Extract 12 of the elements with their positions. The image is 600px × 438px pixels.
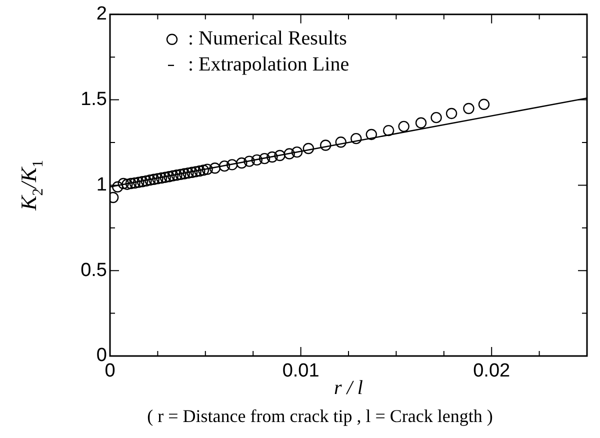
- y-tick-label: 0.5: [80, 260, 107, 281]
- y-tick-label: 1.5: [80, 89, 107, 110]
- legend-label: : Extrapolation Line: [188, 54, 350, 76]
- y-tick-label: 2: [96, 4, 107, 25]
- legend-label: : Numerical Results: [188, 28, 348, 50]
- text: ( r = Distance from crack tip , l = Crack length ): [147, 406, 493, 426]
- y-axis-title: K2/K1: [16, 160, 47, 212]
- x-tick-label: 0.02: [473, 360, 510, 382]
- x-axis-title: r / l: [334, 377, 364, 399]
- y-tick-label: 0: [96, 345, 107, 366]
- y-tick-label: 1: [96, 174, 107, 196]
- x-tick-label: 0.01: [282, 360, 320, 382]
